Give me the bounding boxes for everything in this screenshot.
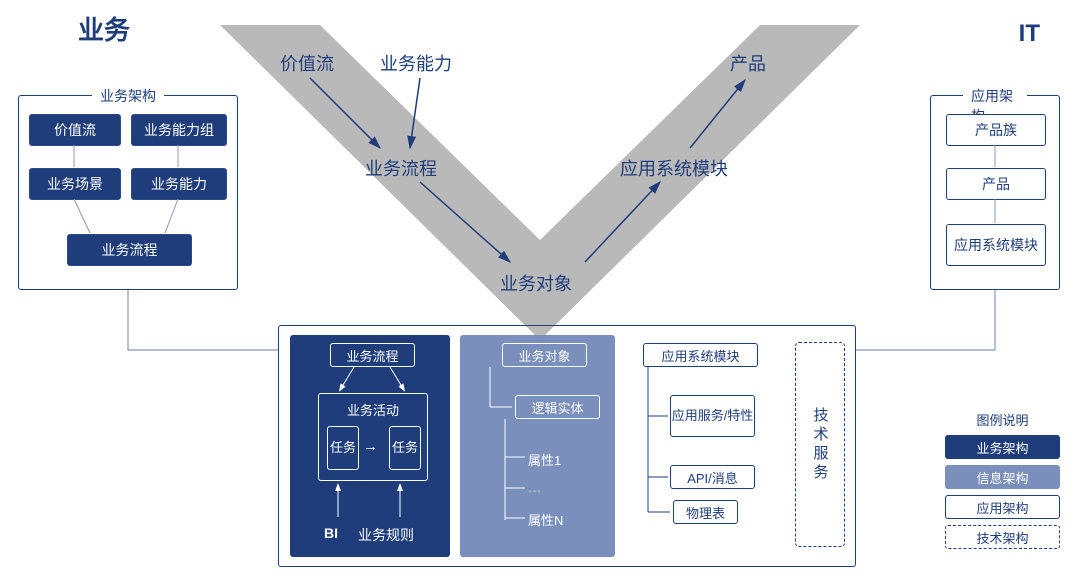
col3-app-module: 应用系统模块 xyxy=(643,343,758,367)
legend-app: 应用架构 xyxy=(945,495,1060,519)
box-biz-scene: 业务场景 xyxy=(29,168,121,200)
legend-info: 信息架构 xyxy=(945,465,1060,489)
col2-container: 业务对象 逻辑实体 属性1 … 属性N xyxy=(460,335,615,557)
col1-activity-box: 业务活动 任务 任务 → xyxy=(318,393,428,481)
box-product: 产品 xyxy=(946,168,1046,200)
col2-attr-dots: … xyxy=(528,480,541,495)
col1-task2: 任务 xyxy=(389,426,421,470)
right-panel: 应用架构 产品族 产品 应用系统模块 xyxy=(930,95,1060,290)
col1-container: 业务流程 业务活动 任务 任务 → BI 业务规则 xyxy=(290,335,450,557)
box-app-module: 应用系统模块 xyxy=(946,224,1046,266)
box-value-stream: 价值流 xyxy=(29,114,121,146)
box-biz-cap: 业务能力 xyxy=(131,168,227,200)
col2-biz-object: 业务对象 xyxy=(502,343,587,367)
header-business: 业务 xyxy=(78,10,130,47)
box-biz-process: 业务流程 xyxy=(67,234,192,266)
legend-title: 图例说明 xyxy=(945,410,1060,429)
v-node-value-stream: 价值流 xyxy=(280,50,334,76)
col3-app-service: 应用服务/特性 xyxy=(670,395,755,437)
box-product-family: 产品族 xyxy=(946,114,1046,146)
col1-biz-rule: 业务规则 xyxy=(358,525,414,545)
legend: 图例说明 业务架构 信息架构 应用架构 技术架构 xyxy=(945,410,1060,549)
v-node-biz-object: 业务对象 xyxy=(500,270,572,296)
left-panel: 业务架构 价值流 业务能力组 业务场景 业务能力 业务流程 xyxy=(18,95,238,290)
col4-container: 技术服务 xyxy=(795,342,845,547)
col1-bi: BI xyxy=(324,525,338,541)
v-node-biz-cap: 业务能力 xyxy=(380,50,452,76)
col1-biz-activity: 业务活动 xyxy=(319,400,427,419)
col3-api-msg: API/消息 xyxy=(670,465,755,489)
col3-phys-table: 物理表 xyxy=(673,500,738,524)
col3-container: 应用系统模块 应用服务/特性 API/消息 物理表 xyxy=(625,335,785,557)
left-panel-title: 业务架构 xyxy=(92,86,164,106)
legend-biz: 业务架构 xyxy=(945,435,1060,459)
v-node-app-module: 应用系统模块 xyxy=(620,155,728,181)
header-it: IT xyxy=(1019,20,1040,48)
col2-logical-entity: 逻辑实体 xyxy=(515,395,600,419)
v-node-biz-process: 业务流程 xyxy=(365,155,437,181)
v-node-product: 产品 xyxy=(730,50,766,76)
col1-task-arrow: → xyxy=(363,438,378,455)
legend-tech: 技术架构 xyxy=(945,525,1060,549)
box-biz-cap-group: 业务能力组 xyxy=(131,114,227,146)
col2-attrn: 属性N xyxy=(528,510,563,529)
col1-biz-process: 业务流程 xyxy=(330,343,415,367)
col4-tech-service: 技术服务 xyxy=(810,407,831,483)
col2-attr1: 属性1 xyxy=(528,450,561,469)
col1-task1: 任务 xyxy=(327,426,359,470)
